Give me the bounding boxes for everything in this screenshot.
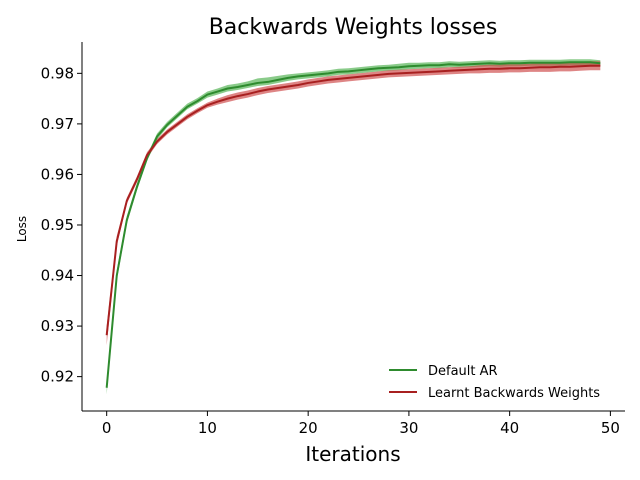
y-tick-label: 0.96 — [41, 165, 74, 183]
x-tick-label: 40 — [500, 419, 519, 437]
series-lines — [105, 61, 601, 388]
x-axis-ticks: 0 10 20 30 40 50 — [102, 411, 620, 437]
x-tick-label: 30 — [399, 419, 418, 437]
confidence-bands — [106, 59, 601, 395]
y-tick-label: 0.98 — [41, 64, 74, 82]
x-tick-label: 50 — [601, 419, 620, 437]
y-tick-label: 0.97 — [41, 115, 74, 133]
line-learnt-backwards-weights — [105, 64, 601, 336]
x-tick-label: 20 — [299, 419, 318, 437]
chart-title: Backwards Weights losses — [209, 15, 498, 40]
y-axis-ticks: 0.92 0.93 0.94 0.95 0.96 0.97 0.98 — [41, 64, 82, 386]
x-axis-title: Iterations — [305, 442, 400, 466]
legend-label: Learnt Backwards Weights — [428, 386, 600, 401]
x-tick-label: 0 — [102, 419, 112, 437]
x-tick-label: 10 — [198, 419, 217, 437]
y-tick-label: 0.92 — [41, 368, 74, 386]
legend: Default AR Learnt Backwards Weights — [389, 364, 600, 401]
y-tick-label: 0.93 — [41, 317, 74, 335]
y-tick-label: 0.95 — [41, 216, 74, 234]
y-tick-label: 0.94 — [41, 267, 74, 285]
legend-label: Default AR — [428, 364, 498, 379]
y-axis-title: Loss — [15, 216, 29, 242]
line-default-ar — [105, 61, 601, 388]
band-default-ar — [106, 59, 601, 395]
band-learnt-backwards-weights — [106, 61, 601, 346]
